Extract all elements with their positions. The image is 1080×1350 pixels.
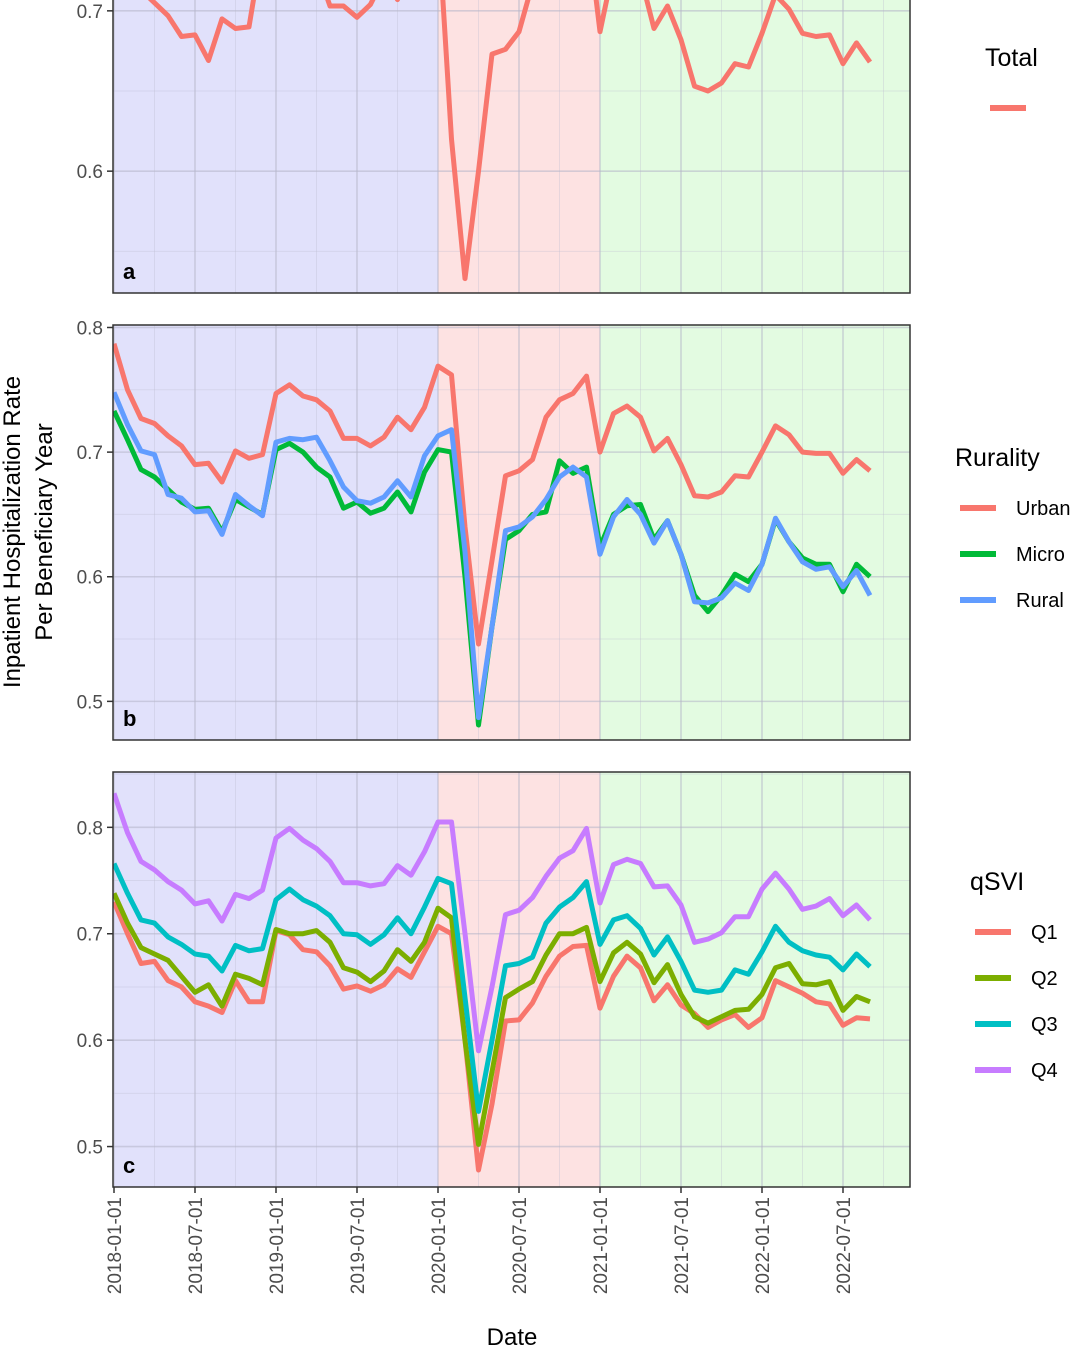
legend-label: Q3	[1031, 1014, 1058, 1036]
legend-a: Total	[985, 44, 1038, 111]
y-tick-label: 0.6	[77, 568, 103, 589]
panel-border	[112, 324, 911, 741]
series-line-urban	[113, 342, 872, 647]
y-axis-title-line2: Per Beneficiary Year	[31, 423, 58, 640]
legends: Total Rurality Urban Micro Rural qSVI Q1 Q2 Q3 Q4	[955, 44, 1070, 1082]
legend-label: Micro	[1016, 544, 1065, 566]
x-tick-label: 2020-01-01	[429, 1197, 450, 1294]
legend-label: Q1	[1031, 922, 1058, 944]
x-tick-label: 2018-07-01	[186, 1197, 207, 1294]
legend-c: qSVI Q1 Q2 Q3 Q4	[970, 868, 1058, 1082]
legend-label: Q2	[1031, 968, 1058, 990]
x-tick-label: 2020-07-01	[510, 1197, 531, 1294]
panel-b: 0.5 0.6 0.7 0.8 b	[77, 318, 911, 741]
x-tick-label: 2019-01-01	[267, 1197, 288, 1294]
legend-title: qSVI	[970, 868, 1024, 896]
x-tick-label: 2021-07-01	[672, 1197, 693, 1294]
y-tick-label: 0.7	[77, 925, 103, 946]
x-axis-title: Date	[487, 1324, 538, 1350]
panel-c: 0.5 0.6 0.7 0.8 c	[77, 771, 911, 1188]
y-tick-label: 0.8	[77, 318, 103, 339]
y-tick-label: 0.5	[77, 692, 103, 713]
period-shading-post-2021	[600, 0, 910, 293]
x-tick-label: 2018-01-01	[105, 1197, 126, 1294]
legend-b: Rurality Urban Micro Rural	[955, 444, 1070, 612]
y-tick-label: 0.8	[77, 818, 103, 839]
series-line-q4	[113, 792, 872, 1054]
panels: 0.6 0.7 a 0.5 0.6 0.7 0.8 b 0.5 0.6 0.7 0.8 c	[77, 0, 911, 1188]
legend-label: Rural	[1016, 590, 1064, 612]
series-line-q3	[113, 862, 872, 1114]
y-tick-label: 0.5	[77, 1138, 103, 1159]
legend-title: Rurality	[955, 444, 1040, 472]
panel-border	[112, 0, 911, 294]
panel-tag-a: a	[123, 259, 136, 284]
x-axis: 2018-01-01 2018-07-01 2019-01-01 2019-07-01…	[105, 1187, 855, 1294]
y-axis-title-line1: Inpatient Hospitalization Rate	[0, 376, 26, 688]
x-tick-label: 2022-01-01	[753, 1197, 774, 1294]
legend-label: Q4	[1031, 1060, 1058, 1082]
series-line-q1	[113, 900, 871, 1173]
x-tick-label: 2019-07-01	[348, 1197, 369, 1294]
x-tick-label: 2021-01-01	[591, 1197, 612, 1294]
y-tick-label: 0.6	[77, 162, 103, 183]
series-line-total	[147, 0, 873, 282]
series-line-q2	[113, 892, 871, 1147]
panel-border	[112, 771, 911, 1188]
y-tick-label: 0.7	[77, 443, 103, 464]
panel-a: 0.6 0.7 a	[77, 0, 911, 294]
y-tick-label: 0.7	[77, 2, 103, 23]
x-tick-label: 2022-07-01	[834, 1197, 855, 1294]
legend-title: Total	[985, 44, 1038, 72]
panel-tag-c: c	[123, 1153, 135, 1178]
series-line-rural	[113, 391, 873, 721]
y-tick-label: 0.6	[77, 1031, 103, 1052]
legend-label: Urban	[1016, 498, 1070, 520]
panel-tag-b: b	[123, 706, 136, 731]
